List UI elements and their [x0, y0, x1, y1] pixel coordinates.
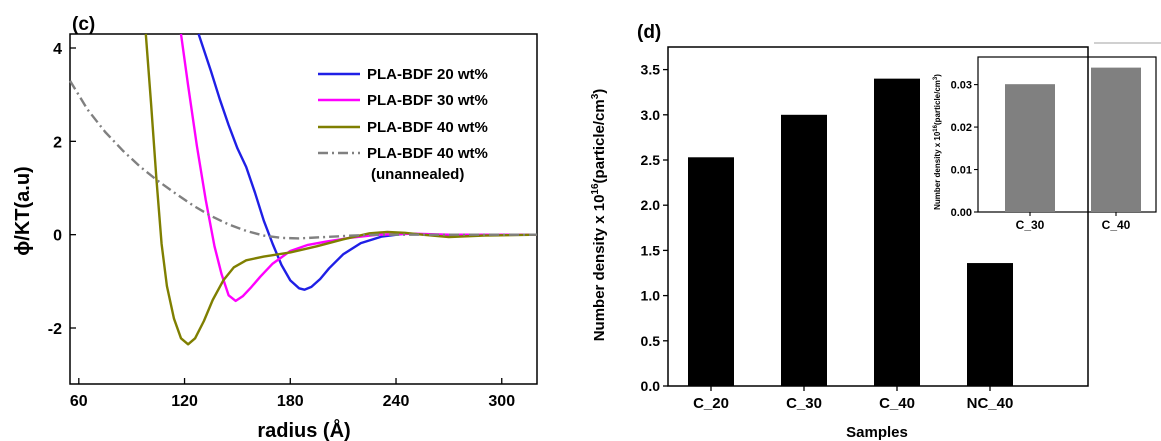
- panel-d-y-axis-title: Number density x 1016(particle/cm3): [590, 89, 608, 342]
- bar-nc-40: [967, 263, 1013, 386]
- y-tick-label-3-0: 3.0: [641, 107, 661, 123]
- panel-c-series-group: [68, 33, 538, 346]
- inset-plot-frame: [977, 56, 1157, 213]
- panel-d-x-axis-title: Samples: [846, 424, 908, 441]
- y-tick-label-4: 4: [53, 41, 62, 58]
- bar-c-30: [781, 114, 827, 387]
- inset-bar-c-30: [1005, 84, 1055, 212]
- panel-c-label: (c): [72, 14, 95, 35]
- panel-d-bars: [688, 78, 1013, 387]
- legend-label-3: PLA-BDF 40 wt%: [367, 145, 488, 162]
- panel-c-plot-frame: [69, 33, 538, 385]
- inset-bar-c-40: [1091, 67, 1141, 212]
- legend-label-0: PLA-BDF 20 wt%: [367, 66, 488, 83]
- inset-x-tick-label-c-40: C_40: [1102, 218, 1131, 232]
- x-tick-label-300: 300: [488, 393, 515, 410]
- panel-c-x-axis-title: radius (Å): [257, 418, 350, 441]
- legend-label-1: PLA-BDF 30 wt%: [367, 92, 488, 109]
- y-tick-label-2-5: 2.5: [641, 152, 661, 168]
- inset-bars: [1005, 67, 1141, 212]
- inset-y-tick-label-0-03: 0.03: [951, 80, 972, 92]
- inset-x-tick-label-c-30: C_30: [1016, 218, 1045, 232]
- inset-y-tick-label-0-00: 0.00: [951, 207, 972, 219]
- x-tick-label-60: 60: [70, 393, 88, 410]
- x-tick-label-c-20: C_20: [693, 395, 729, 412]
- x-tick-label-180: 180: [277, 393, 304, 410]
- x-tick-label-c-30: C_30: [786, 395, 822, 412]
- y-tick-label-3-5: 3.5: [641, 62, 661, 78]
- y-tick-label-1-5: 1.5: [641, 242, 661, 258]
- inset-y-tick-label-0-02: 0.02: [951, 122, 972, 134]
- inset-ticks: C_30 C_40 0.00 0.01 0.02 0.03: [951, 80, 1131, 232]
- x-tick-label-c-40: C_40: [879, 395, 915, 412]
- series-line-pla-bdf-40-wt: [144, 33, 538, 346]
- legend-label-2: PLA-BDF 40 wt%: [367, 119, 488, 136]
- y-tick-label--2: -2: [48, 321, 62, 338]
- x-tick-label-120: 120: [171, 393, 198, 410]
- y-tick-label-0-0: 0.0: [641, 378, 661, 394]
- y-tick-label-1-0: 1.0: [641, 288, 661, 304]
- panel-c-ticks: 60 120 180 240 300 -2 0 2 4: [48, 41, 515, 410]
- inset-bar-chart: C_30 C_40 0.00 0.01 0.02 0.03 Number density …: [933, 42, 1161, 232]
- x-tick-label-nc-40: NC_40: [967, 395, 1014, 412]
- panel-d-ticks: C_20 C_30 C_40 NC_40 0.0 0.5 1.0 1.5 2.0 2.5 3.0 3.…: [641, 62, 1014, 412]
- y-tick-label-2-0: 2.0: [641, 197, 661, 213]
- panel-c-legend: PLA-BDF 20 wt% PLA-BDF 30 wt% PLA-BDF 40 w…: [318, 66, 488, 183]
- y-tick-label-0: 0: [53, 228, 62, 245]
- legend-label-3-line2: (unannealed): [371, 166, 464, 183]
- inset-y-axis-title: Number density x 1016(particle/cm3): [933, 74, 942, 210]
- y-tick-label-0-5: 0.5: [641, 333, 661, 349]
- bar-c-20: [688, 157, 734, 386]
- inset-y-tick-label-0-01: 0.01: [951, 165, 972, 177]
- panel-d-label: (d): [637, 22, 661, 43]
- panel-d-bar-chart: C_20 C_30 C_40 NC_40 0.0 0.5 1.0 1.5 2.0 2.5 3.0 3.…: [590, 22, 1161, 441]
- y-tick-label-2: 2: [53, 134, 62, 151]
- bar-c-40: [874, 78, 920, 386]
- inset-top-strip: [1094, 42, 1161, 44]
- panel-c-y-axis-title: ϕ/KT(a.u): [12, 166, 34, 255]
- x-tick-label-240: 240: [383, 393, 410, 410]
